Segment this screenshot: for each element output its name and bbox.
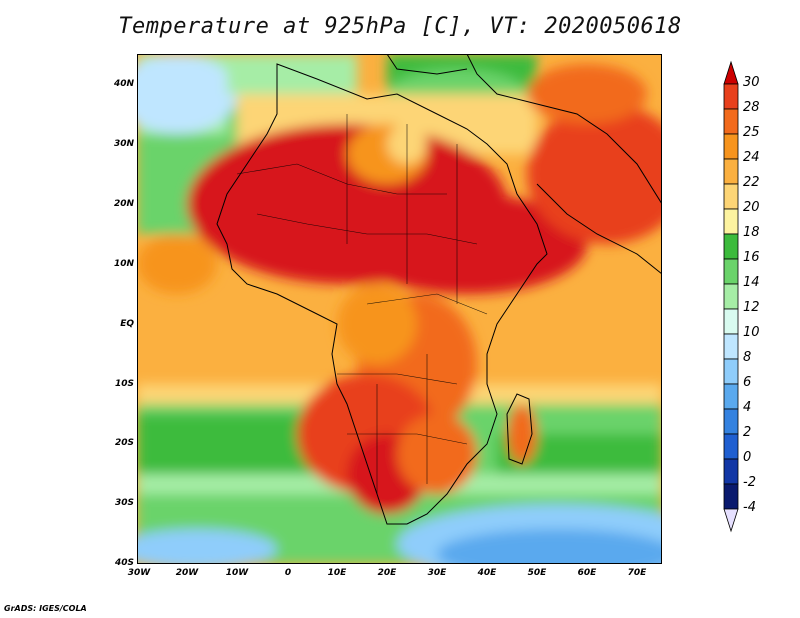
lon-label-50e: 50E [527, 568, 547, 578]
colorbar-box [723, 383, 739, 410]
map-svg [137, 54, 662, 564]
colorbar-label: -2 [743, 475, 756, 490]
lon-label-70e: 70E [627, 568, 647, 578]
lon-label-10w: 10W [225, 568, 249, 578]
colorbar-label: 25 [743, 125, 760, 140]
lon-label-10e: 10E [327, 568, 347, 578]
colorbar-box [723, 433, 739, 460]
colorbar-box [723, 358, 739, 385]
colorbar-label: 22 [743, 175, 760, 190]
lat-label-40s: 40S [114, 558, 134, 568]
country-borders [236, 114, 488, 494]
colorbar-label: 20 [743, 200, 760, 215]
colorbar-label: 2 [743, 425, 752, 440]
colorbar-box [723, 258, 739, 285]
colorbar-label: 30 [743, 75, 760, 90]
credit-text: GrADS: IGES/COLA [4, 604, 87, 613]
lon-label-30w: 30W [127, 568, 151, 578]
colorbar-label: 24 [743, 150, 760, 165]
chart-title: Temperature at 925hPa [C], VT: 202005061… [118, 14, 682, 39]
colorbar-box [723, 133, 739, 160]
lon-label-20e: 20E [377, 568, 397, 578]
colorbar-label: 6 [743, 375, 752, 390]
colorbar-box [723, 208, 739, 235]
colorbar-bottom-arrow [723, 508, 739, 533]
coastlines [216, 54, 662, 525]
temperature-map [137, 54, 662, 564]
lon-label-40e: 40E [477, 568, 497, 578]
colorbar-label: -4 [743, 500, 756, 515]
colorbar-label: 0 [743, 450, 752, 465]
lon-label-0: 0 [284, 568, 292, 578]
colorbar-label: 12 [743, 300, 760, 315]
colorbar-label: 8 [743, 350, 752, 365]
colorbar-box [723, 308, 739, 335]
lat-label-20n: 20N [113, 199, 134, 209]
lat-label-20s: 20S [114, 438, 134, 448]
lon-label-30e: 30E [427, 568, 447, 578]
colorbar-label: 10 [743, 325, 760, 340]
colorbar-box [723, 233, 739, 260]
colorbar-label: 14 [743, 275, 760, 290]
colorbar-label: 18 [743, 225, 760, 240]
colorbar-box [723, 333, 739, 360]
colorbar-box [723, 458, 739, 485]
lat-label-30n: 30N [113, 139, 134, 149]
map-frame [137, 54, 662, 564]
colorbar-box [723, 283, 739, 310]
colorbar-box [723, 158, 739, 185]
colorbar-box [723, 183, 739, 210]
lat-label-10n: 10N [113, 259, 134, 269]
lat-label-eq: EQ [120, 319, 134, 329]
lat-label-10s: 10S [114, 379, 134, 389]
colorbar-box [723, 83, 739, 110]
colorbar-box [723, 108, 739, 135]
colorbar-label: 28 [743, 100, 760, 115]
colorbar-label: 4 [743, 400, 752, 415]
lon-label-60e: 60E [577, 568, 597, 578]
colorbar-box [723, 408, 739, 435]
colorbar [723, 60, 739, 533]
colorbar-top-arrow [723, 60, 739, 85]
lat-label-40n: 40N [113, 79, 134, 89]
colorbar-label: 16 [743, 250, 760, 265]
temperature-field [137, 54, 662, 564]
lon-label-20w: 20W [175, 568, 199, 578]
colorbar-box [723, 483, 739, 510]
lat-label-30s: 30S [114, 498, 134, 508]
